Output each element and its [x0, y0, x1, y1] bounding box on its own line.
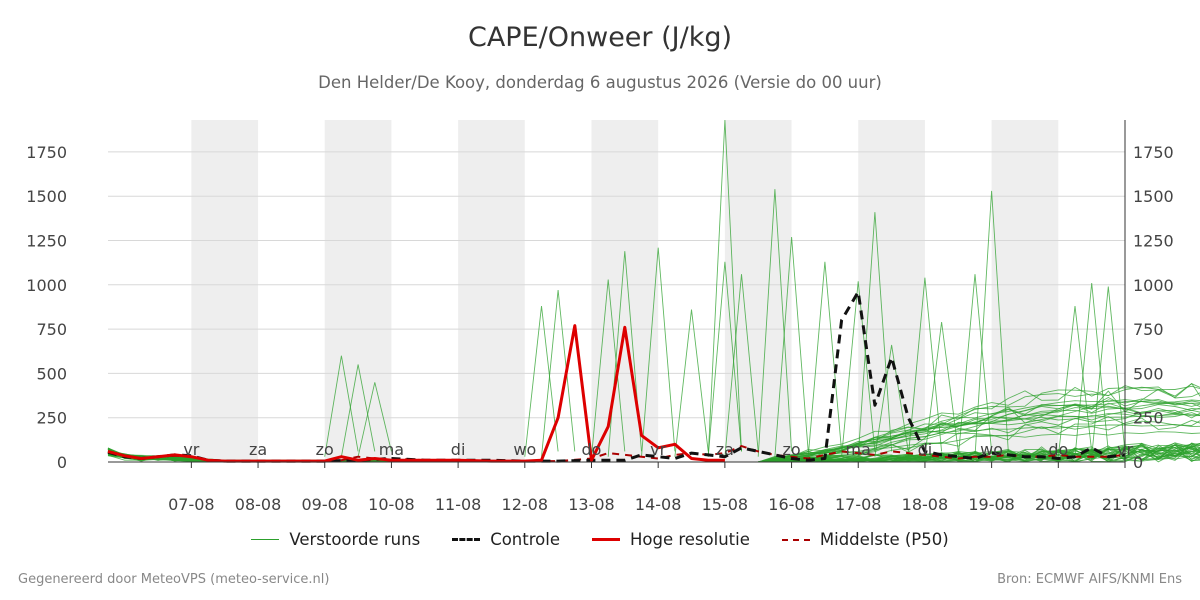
member-spike-6: [757, 189, 793, 457]
xtick-day-0: vr: [183, 440, 199, 459]
xtick-date-11: 18-08: [902, 495, 949, 514]
member-spike-18: [357, 382, 392, 457]
xtick-day-6: do: [582, 440, 602, 459]
ytick-right-1: 250: [1133, 409, 1164, 428]
xtick-date-10: 17-08: [835, 495, 882, 514]
legend-swatch-control: [452, 538, 481, 541]
ytick-right-7: 1750: [1133, 143, 1174, 162]
member-spike-1: [641, 247, 676, 457]
chart-subtitle: Den Helder/De Kooy, donderdag 6 augustus…: [318, 73, 882, 92]
ytick-left-5: 1250: [26, 231, 67, 250]
main-series: [107, 290, 1126, 463]
xtick-date-3: 10-08: [368, 495, 415, 514]
chart-title: CAPE/Onweer (J/kg): [467, 22, 732, 53]
member-spike-17: [340, 364, 376, 457]
weekend-band-4: [724, 120, 792, 462]
xtick-date-12: 19-08: [968, 495, 1015, 514]
legend-swatch-perturbed: [251, 539, 280, 540]
member-spike-14: [1074, 282, 1109, 457]
xtick-day-9: zo: [782, 440, 800, 459]
legend-item-median: Middelste (P50): [781, 530, 949, 549]
legend-swatch-median: [781, 538, 810, 541]
member-spike-20: [541, 290, 576, 457]
legend-label-highres: Hoge resolutie: [629, 530, 750, 549]
highres-line: [107, 324, 725, 463]
weekend-shading: [191, 120, 1059, 462]
xtick-date-8: 15-08: [702, 495, 749, 514]
legend: Verstoorde runs Controle Hoge resolutie …: [0, 530, 1200, 549]
ytick-right-2: 500: [1133, 364, 1164, 383]
xtick-date-6: 13-08: [568, 495, 615, 514]
member-spike-12: [957, 274, 993, 457]
axes: 0 0 250 250 500 500 750 750 1000 1000 1250 1250 1500…: [26, 120, 1174, 514]
member-spike-7: [857, 212, 893, 457]
xtick-day-3: ma: [379, 440, 404, 459]
weekend-band-2: [458, 120, 525, 462]
member-spike-21: [591, 279, 626, 457]
legend-label-perturbed: Verstoorde runs: [289, 530, 421, 549]
member-spike-8: [807, 261, 843, 457]
ytick-left-7: 1750: [26, 143, 67, 162]
ytick-right-0: 0: [1133, 453, 1143, 472]
member-spike-3: [707, 261, 742, 457]
weekend-band-3: [591, 120, 659, 462]
legend-item-perturbed: Verstoorde runs: [251, 530, 420, 549]
ytick-left-0: 0: [57, 453, 67, 472]
member-spike-16: [324, 355, 359, 457]
ytick-left-6: 1500: [26, 187, 67, 206]
xtick-day-11: di: [918, 440, 933, 459]
legend-swatch-highres: [591, 538, 620, 541]
legend-label-control: Controle: [490, 530, 560, 549]
xtick-date-2: 09-08: [301, 495, 348, 514]
xtick-date-9: 16-08: [768, 495, 815, 514]
xtick-day-2: zo: [316, 440, 334, 459]
xtick-date-4: 11-08: [435, 495, 482, 514]
footer-source: Bron: ECMWF AIFS/KNMI Ens: [997, 572, 1182, 587]
xtick-day-10: ma: [846, 440, 871, 459]
ytick-right-6: 1500: [1133, 187, 1174, 206]
xtick-date-5: 12-08: [502, 495, 549, 514]
member-spike-19: [524, 306, 559, 457]
weekend-band-0: [191, 120, 259, 462]
ytick-right-4: 1000: [1133, 276, 1174, 295]
legend-label-median: Middelste (P50): [819, 530, 949, 549]
xtick-day-13: do: [1048, 440, 1068, 459]
member-spike-22: [674, 309, 709, 457]
member-spike-24: [924, 321, 959, 457]
xtick-date-7: 14-08: [635, 495, 682, 514]
ytick-left-4: 1000: [26, 276, 67, 295]
xtick-day-5: wo: [513, 440, 536, 459]
xtick-day-8: za: [716, 440, 734, 459]
legend-item-control: Controle: [452, 530, 560, 549]
legend-item-highres: Hoge resolutie: [591, 530, 750, 549]
control-line: [107, 290, 1126, 463]
ytick-right-5: 1250: [1133, 231, 1174, 250]
xtick-day-7: vr: [650, 440, 666, 459]
ytick-left-2: 500: [36, 364, 67, 383]
member-spike-0: [707, 119, 742, 457]
ytick-left-1: 250: [36, 409, 67, 428]
xtick-day-1: za: [249, 440, 267, 459]
xtick-date-0: 07-08: [168, 495, 215, 514]
footer-generated-by: Gegenereerd door MeteoVPS (meteo-service…: [18, 572, 330, 587]
member-spike-11: [974, 190, 1009, 457]
member-spike-13: [1057, 306, 1093, 457]
xtick-day-12: wo: [980, 440, 1003, 459]
xtick-date-1: 08-08: [235, 495, 282, 514]
member-spike-5: [774, 236, 809, 457]
member-spike-9: [841, 281, 876, 457]
member-spike-23: [874, 344, 909, 457]
xtick-date-13: 20-08: [1035, 495, 1082, 514]
xtick-day-4: di: [451, 440, 466, 459]
xtick-day-14: vr: [1117, 440, 1133, 459]
member-spike-15: [1091, 286, 1126, 457]
ytick-right-3: 750: [1133, 320, 1164, 339]
member-spike-10: [907, 277, 943, 457]
xtick-date-14: 21-08: [1102, 495, 1149, 514]
ytick-left-3: 750: [36, 320, 67, 339]
member-spike-4: [724, 274, 759, 457]
weekend-band-5: [858, 120, 925, 462]
